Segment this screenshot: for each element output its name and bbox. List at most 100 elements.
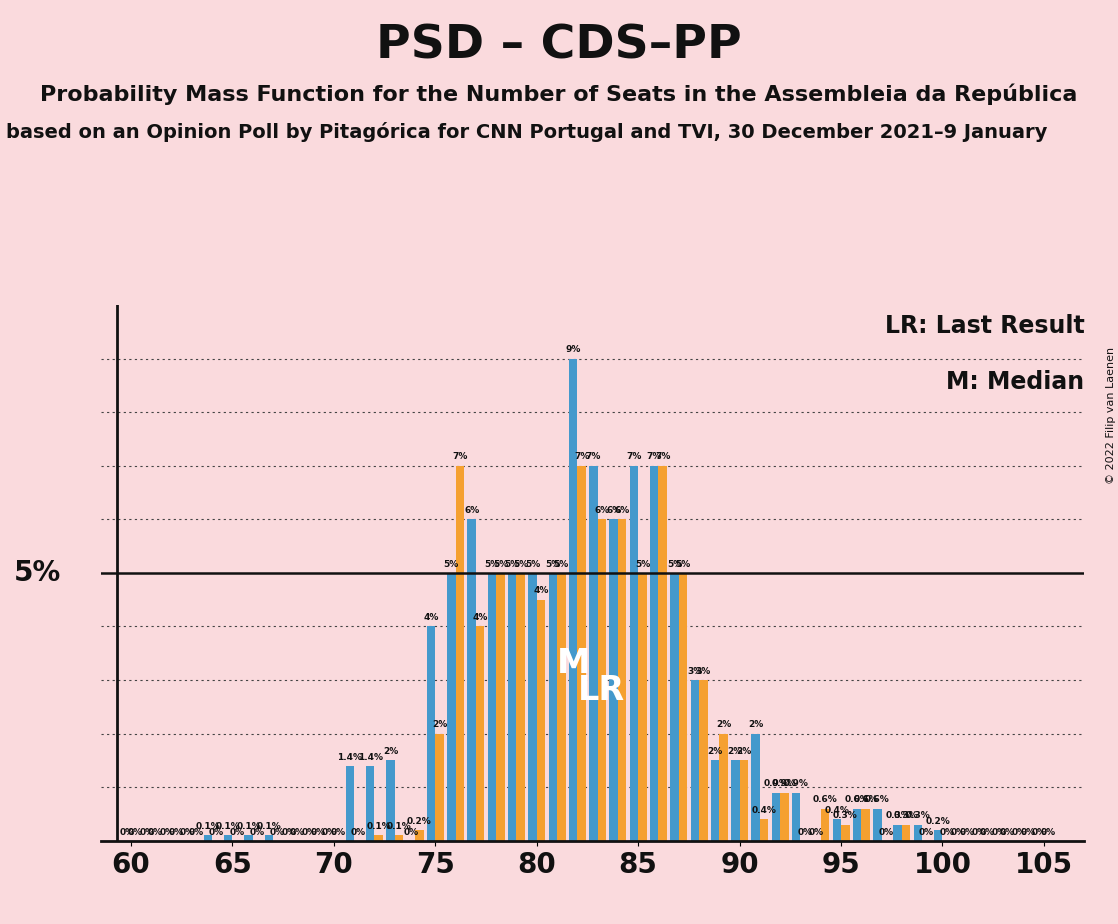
Bar — [719, 734, 728, 841]
Bar — [386, 760, 395, 841]
Text: 2%: 2% — [382, 748, 398, 756]
Text: 3%: 3% — [688, 667, 702, 675]
Bar — [751, 734, 760, 841]
Text: M: M — [557, 648, 589, 680]
Text: 0%: 0% — [160, 828, 174, 836]
Bar — [447, 573, 456, 841]
Text: 0.3%: 0.3% — [885, 811, 910, 821]
Bar — [549, 573, 557, 841]
Bar — [821, 808, 830, 841]
Text: 0.4%: 0.4% — [824, 806, 850, 815]
Text: 0%: 0% — [919, 828, 934, 836]
Bar — [224, 835, 233, 841]
Text: 0%: 0% — [229, 828, 245, 836]
Bar — [731, 760, 740, 841]
Text: 3%: 3% — [695, 667, 711, 675]
Bar — [598, 519, 606, 841]
Text: 0%: 0% — [180, 828, 196, 836]
Text: 0%: 0% — [999, 828, 1015, 836]
Text: 6%: 6% — [615, 506, 629, 515]
Bar — [780, 793, 788, 841]
Bar — [679, 573, 688, 841]
Text: 0.9%: 0.9% — [764, 779, 788, 788]
Bar — [650, 466, 659, 841]
Text: 7%: 7% — [452, 453, 467, 461]
Text: 0%: 0% — [1032, 828, 1048, 836]
Text: 0%: 0% — [322, 828, 338, 836]
Text: 2%: 2% — [748, 721, 764, 729]
Bar — [366, 766, 375, 841]
Text: 2%: 2% — [728, 748, 743, 756]
Text: 0.6%: 0.6% — [845, 796, 870, 805]
Text: 0%: 0% — [189, 828, 203, 836]
Text: LR: Last Result: LR: Last Result — [884, 314, 1084, 338]
Text: 2%: 2% — [708, 748, 722, 756]
Bar — [771, 793, 780, 841]
Text: 0%: 0% — [951, 828, 966, 836]
Bar — [629, 466, 638, 841]
Bar — [618, 519, 626, 841]
Bar — [902, 825, 910, 841]
Text: 0.2%: 0.2% — [926, 817, 950, 826]
Text: 0.1%: 0.1% — [196, 822, 220, 832]
Bar — [557, 573, 566, 841]
Bar — [265, 835, 273, 841]
Text: 0%: 0% — [331, 828, 345, 836]
Bar — [517, 573, 525, 841]
Bar — [456, 466, 464, 841]
Bar — [415, 830, 424, 841]
Bar — [760, 820, 768, 841]
Bar — [467, 519, 476, 841]
Bar — [841, 825, 850, 841]
Text: 2%: 2% — [432, 721, 447, 729]
Bar — [345, 766, 354, 841]
Text: 5%: 5% — [444, 560, 459, 568]
Bar — [508, 573, 517, 841]
Text: 0%: 0% — [209, 828, 224, 836]
Text: 0%: 0% — [1021, 828, 1035, 836]
Bar — [487, 573, 496, 841]
Text: 0.3%: 0.3% — [833, 811, 858, 821]
Bar — [873, 808, 882, 841]
Text: 5%: 5% — [504, 560, 520, 568]
Text: © 2022 Filip van Laenen: © 2022 Filip van Laenen — [1106, 347, 1116, 484]
Text: 5%: 5% — [493, 560, 508, 568]
Text: 7%: 7% — [574, 453, 589, 461]
Bar — [670, 573, 679, 841]
Text: based on an Opinion Poll by Pitagórica for CNN Portugal and TVI, 30 December 202: based on an Opinion Poll by Pitagórica f… — [6, 122, 1046, 142]
Text: 6%: 6% — [606, 506, 622, 515]
Text: 7%: 7% — [626, 453, 642, 461]
Bar — [638, 573, 646, 841]
Text: 7%: 7% — [646, 453, 662, 461]
Text: 9%: 9% — [566, 346, 580, 354]
Bar — [537, 600, 546, 841]
Text: 5%: 5% — [546, 560, 560, 568]
Text: 0%: 0% — [269, 828, 285, 836]
Text: 0%: 0% — [290, 828, 305, 836]
Text: M: Median: M: Median — [946, 370, 1084, 394]
Text: 0%: 0% — [972, 828, 986, 836]
Bar — [792, 793, 800, 841]
Bar — [861, 808, 870, 841]
Bar — [203, 835, 212, 841]
Text: 0.1%: 0.1% — [387, 822, 411, 832]
Text: 0%: 0% — [959, 828, 975, 836]
Text: 0%: 0% — [992, 828, 1006, 836]
Text: 0.9%: 0.9% — [773, 779, 797, 788]
Bar — [833, 820, 841, 841]
Text: 0.3%: 0.3% — [893, 811, 919, 821]
Text: 0.1%: 0.1% — [256, 822, 281, 832]
Text: 1.4%: 1.4% — [338, 752, 362, 761]
Text: 0%: 0% — [169, 828, 183, 836]
Text: 0.9%: 0.9% — [784, 779, 808, 788]
Text: 0.6%: 0.6% — [813, 796, 837, 805]
Text: 5%: 5% — [15, 559, 61, 587]
Bar — [711, 760, 719, 841]
Text: 7%: 7% — [586, 453, 601, 461]
Text: 1.4%: 1.4% — [358, 752, 382, 761]
Text: 0.4%: 0.4% — [751, 806, 777, 815]
Text: 0%: 0% — [797, 828, 813, 836]
Text: 5%: 5% — [513, 560, 529, 568]
Text: 2%: 2% — [737, 748, 751, 756]
Text: 2%: 2% — [716, 721, 731, 729]
